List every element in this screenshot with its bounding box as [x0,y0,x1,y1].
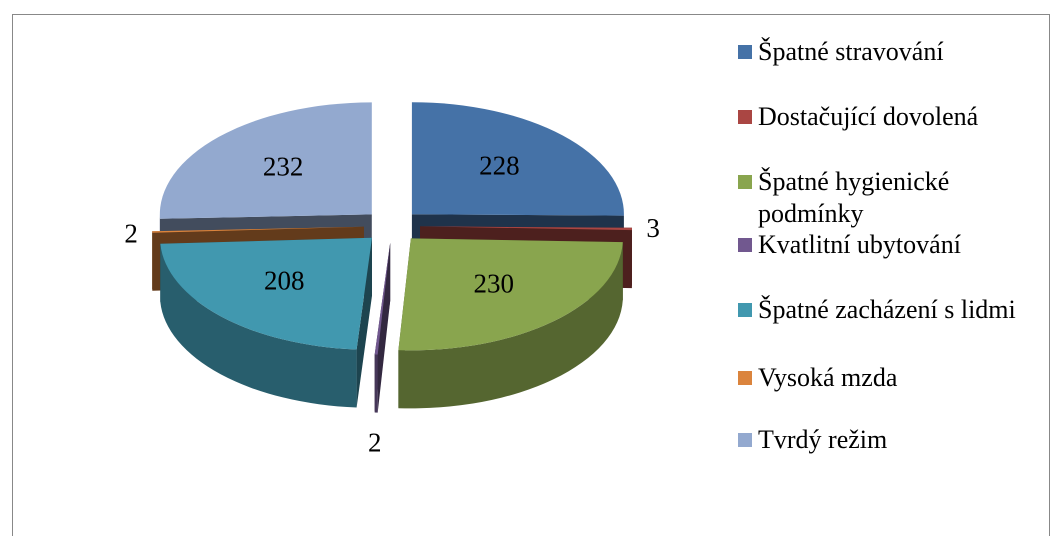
legend-item: Špatné zacházení s lidmi [738,294,1038,326]
data-label: 232 [263,152,304,182]
slice-cut-face [374,242,391,413]
data-label: 230 [473,269,514,299]
legend-swatch [738,433,752,447]
legend-label: Kvatlitní ubytování [758,230,961,259]
legend-label: Špatné stravování [758,37,944,66]
legend-label: Vysoká mzda [758,363,898,392]
slice-side [160,243,357,408]
slice [159,102,372,219]
data-label: 2 [124,219,138,249]
legend-item: Vysoká mzda [738,362,1038,394]
slice-side [398,242,623,409]
legend-swatch [738,371,752,385]
legend-label: Tvrdý režim [758,425,888,454]
legend-item: Špatné stravování [738,36,1038,68]
legend-swatch [738,303,752,317]
slice [374,242,391,355]
data-label: 208 [264,266,305,296]
data-label: 228 [479,151,520,181]
legend-label: Špatné zacházení s lidmi [758,295,1016,324]
slice [398,238,623,351]
legend-swatch [738,175,752,189]
legend-label: Špatné hygienické podmínky [758,167,950,228]
data-label: 2 [368,428,382,458]
legend-item: Kvatlitní ubytování [738,229,1038,261]
slice [420,226,632,231]
data-label: 3 [646,213,660,243]
slice [152,226,364,233]
legend-swatch [738,45,752,59]
legend-label: Dostačující dovolená [758,102,979,131]
slice [411,102,624,216]
legend-swatch [738,110,752,124]
legend-item: Dostačující dovolená [738,101,1038,133]
slice-side [374,354,378,413]
legend-item: Tvrdý režim [738,424,1038,456]
slice [160,237,372,350]
legend-item: Špatné hygienické podmínky [738,166,1038,230]
legend-swatch [738,238,752,252]
